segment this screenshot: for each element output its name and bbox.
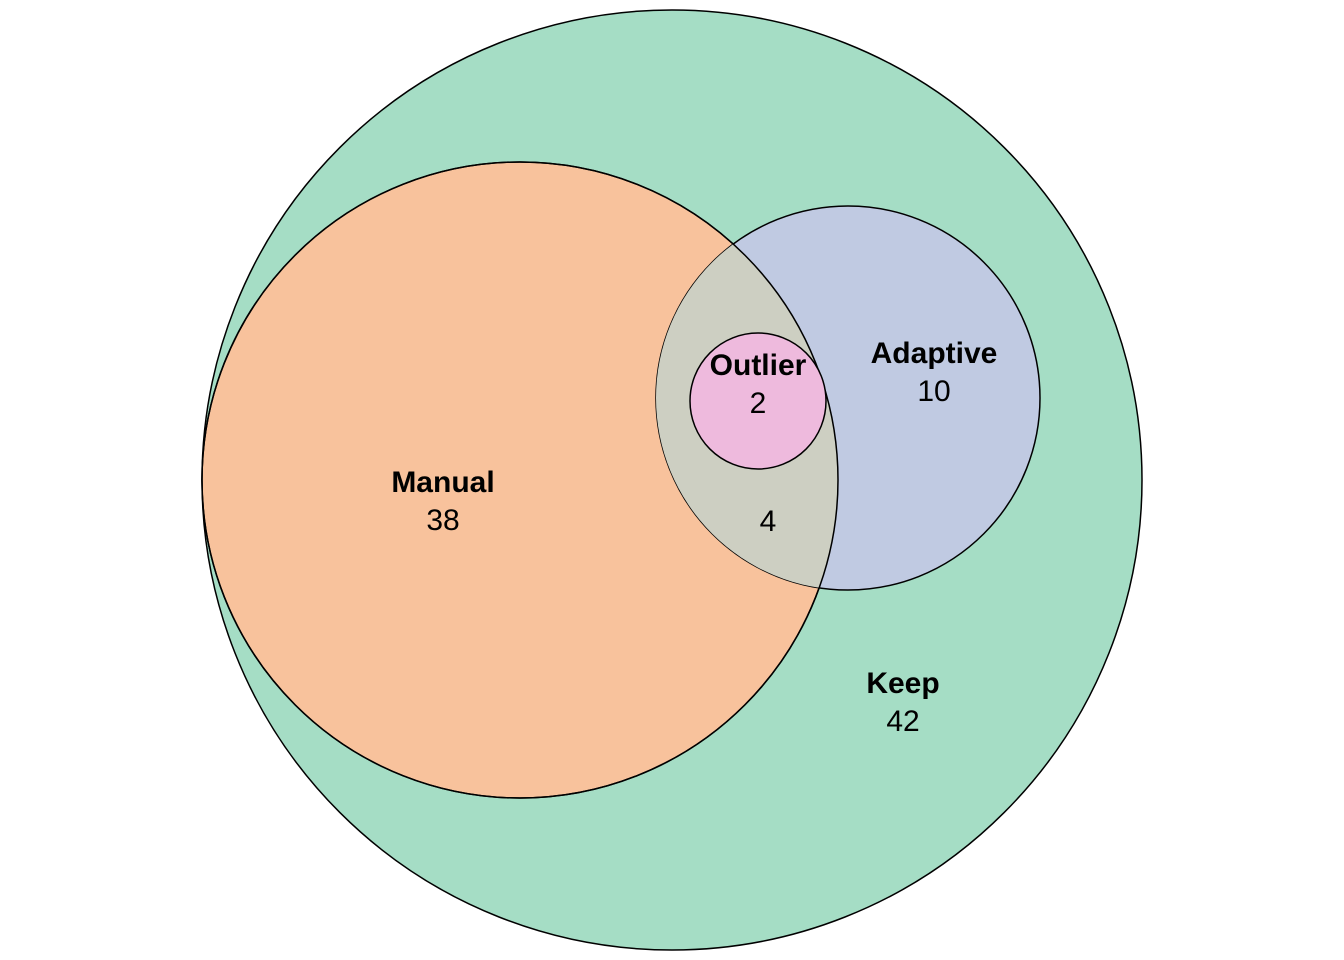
outlier-set-circle	[689, 332, 827, 470]
manual-adaptive-overlap-region	[656, 206, 838, 590]
manual-only-count: 38	[426, 504, 459, 537]
keep-set-label: Keep	[866, 667, 939, 700]
adaptive-only-count: 10	[917, 375, 950, 408]
manual-adaptive-overlap-count: 4	[760, 505, 777, 538]
outlier-set-label: Outlier	[710, 349, 807, 382]
outlier-count: 2	[750, 387, 767, 420]
adaptive-set-label: Adaptive	[871, 337, 998, 370]
manual-set-outline	[201, 161, 839, 799]
keep-only-count: 42	[886, 705, 919, 738]
manual-set-label: Manual	[391, 466, 494, 499]
